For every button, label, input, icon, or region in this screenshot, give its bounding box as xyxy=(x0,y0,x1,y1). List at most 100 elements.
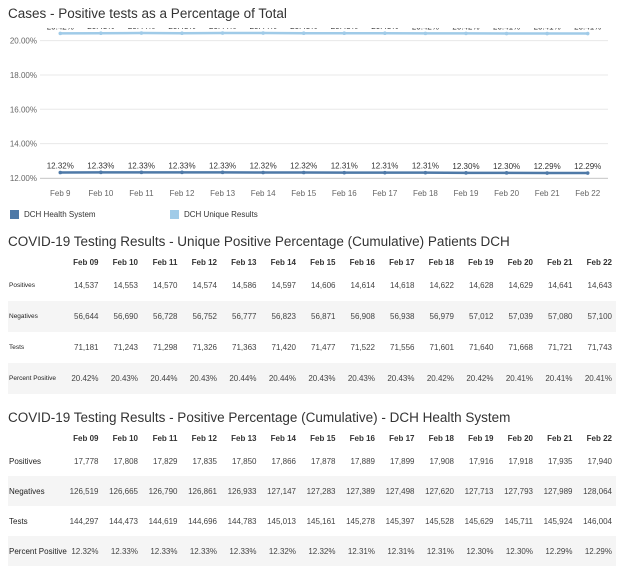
column-header: Feb 16 xyxy=(349,433,375,443)
table-cell: 14,643 xyxy=(587,281,612,290)
data-point xyxy=(99,31,103,36)
data-point xyxy=(139,170,144,175)
table-cell: 14,570 xyxy=(153,281,178,290)
x-tick-label: Feb 18 xyxy=(413,189,438,198)
table-cell: 14,641 xyxy=(548,281,573,290)
table-row: Negatives 56,644 56,690 56,728 56,752 56,777 5… xyxy=(8,301,616,332)
table-cell: 144,619 xyxy=(148,516,178,526)
data-label: 20.43% xyxy=(331,28,358,31)
legend-item-dch-unique-results[interactable]: DCH Unique Results xyxy=(170,210,258,219)
table-cell: 14,614 xyxy=(350,281,375,290)
table-cell: 17,899 xyxy=(390,456,415,466)
table-cell: 145,278 xyxy=(346,516,375,526)
data-point xyxy=(545,31,549,36)
data-label: 20.44% xyxy=(209,28,236,31)
table-cell: 12.33% xyxy=(102,536,142,566)
data-point xyxy=(139,31,144,35)
table-cell: 56,908 xyxy=(339,301,379,332)
table-cell: 17,878 xyxy=(311,456,336,466)
data-label: 12.31% xyxy=(331,162,358,171)
table-cell: 20.44% xyxy=(260,363,300,394)
table-cell: 12.29% xyxy=(537,536,577,566)
data-point xyxy=(504,171,509,175)
chart-title: Cases - Positive tests as a Percentage o… xyxy=(8,6,287,21)
data-point xyxy=(301,31,306,36)
table-cell: 57,039 xyxy=(497,301,537,332)
table-cell: 71,181 xyxy=(74,343,99,352)
table-cell: 71,477 xyxy=(311,343,336,352)
data-label: 20.42% xyxy=(47,28,74,31)
row-label: Tests xyxy=(9,516,28,526)
data-point xyxy=(261,31,265,35)
data-label: 12.33% xyxy=(87,161,114,170)
table-cell: 127,713 xyxy=(458,476,498,506)
table-cell: 126,790 xyxy=(142,476,182,506)
row-label: Negatives xyxy=(8,301,63,332)
table-cell: 71,243 xyxy=(113,343,138,352)
column-header: Feb 10 xyxy=(112,257,138,267)
x-tick-label: Feb 13 xyxy=(210,189,235,198)
column-header: Feb 18 xyxy=(428,257,454,267)
table-cell: 56,938 xyxy=(379,301,419,332)
x-tick-label: Feb 11 xyxy=(129,189,154,198)
table-cell: 144,297 xyxy=(69,516,99,526)
table-cell: 12.31% xyxy=(418,536,458,566)
x-tick-label: Feb 12 xyxy=(170,189,195,198)
row-label: Negatives xyxy=(8,476,63,506)
table-cell: 12.33% xyxy=(142,536,182,566)
column-header: Feb 14 xyxy=(270,433,296,443)
table-cell: 146,004 xyxy=(583,516,612,526)
data-point xyxy=(180,31,184,36)
column-header: Feb 12 xyxy=(191,433,217,443)
column-header: Feb 09 xyxy=(73,257,99,267)
unique-positive-table: Feb 09 Feb 10 Feb 11 Feb 12 Feb 13 Feb 14 Feb … xyxy=(8,254,616,394)
table-cell: 71,668 xyxy=(508,343,533,352)
table-cell: 20.42% xyxy=(458,363,498,394)
column-header: Feb 19 xyxy=(468,257,494,267)
table-cell: 127,620 xyxy=(418,476,458,506)
table-cell: 17,866 xyxy=(271,456,296,466)
legend-item-dch-health-system[interactable]: DCH Health System xyxy=(10,210,96,219)
table-cell: 12.31% xyxy=(379,536,419,566)
table-cell: 14,628 xyxy=(469,281,494,290)
table-cell: 57,080 xyxy=(537,301,577,332)
table-cell: 71,601 xyxy=(429,343,454,352)
table-cell: 17,918 xyxy=(508,456,533,466)
data-label: 20.43% xyxy=(168,28,195,31)
column-header: Feb 16 xyxy=(349,257,375,267)
data-label: 12.31% xyxy=(371,162,398,171)
data-label: 20.44% xyxy=(128,28,155,31)
table-cell: 57,012 xyxy=(458,301,498,332)
legend-swatch-health-system xyxy=(10,210,19,219)
series-line-1 xyxy=(60,31,588,35)
column-header: Feb 12 xyxy=(191,257,217,267)
data-label: 20.43% xyxy=(371,28,398,31)
data-point xyxy=(464,31,468,36)
table2-title: COVID-19 Testing Results - Positive Perc… xyxy=(8,410,511,425)
data-point xyxy=(545,171,549,175)
row-label: Tests xyxy=(9,344,25,351)
table-row: Negatives 126,519 126,665 126,790 126,861 126… xyxy=(8,476,616,506)
row-label: Positives xyxy=(9,456,42,466)
table-cell: 126,519 xyxy=(63,476,103,506)
data-label: 20.41% xyxy=(534,28,561,32)
column-header: Feb 14 xyxy=(270,257,296,267)
column-header: Feb 17 xyxy=(389,433,415,443)
table-corner xyxy=(8,430,63,446)
data-point xyxy=(342,170,347,175)
table-cell: 12.31% xyxy=(339,536,379,566)
data-label: 12.32% xyxy=(47,162,74,171)
data-point xyxy=(383,31,387,36)
data-label: 12.30% xyxy=(493,162,520,171)
table-cell: 71,420 xyxy=(271,343,296,352)
data-point xyxy=(301,170,306,175)
column-header: Feb 22 xyxy=(586,257,612,267)
x-tick-label: Feb 17 xyxy=(372,189,397,198)
data-point xyxy=(504,31,509,36)
table-cell: 17,850 xyxy=(232,456,257,466)
data-point xyxy=(261,170,265,175)
data-point xyxy=(585,171,590,175)
table-cell: 17,808 xyxy=(113,456,138,466)
table-cell: 14,586 xyxy=(232,281,257,290)
data-point xyxy=(220,170,225,175)
